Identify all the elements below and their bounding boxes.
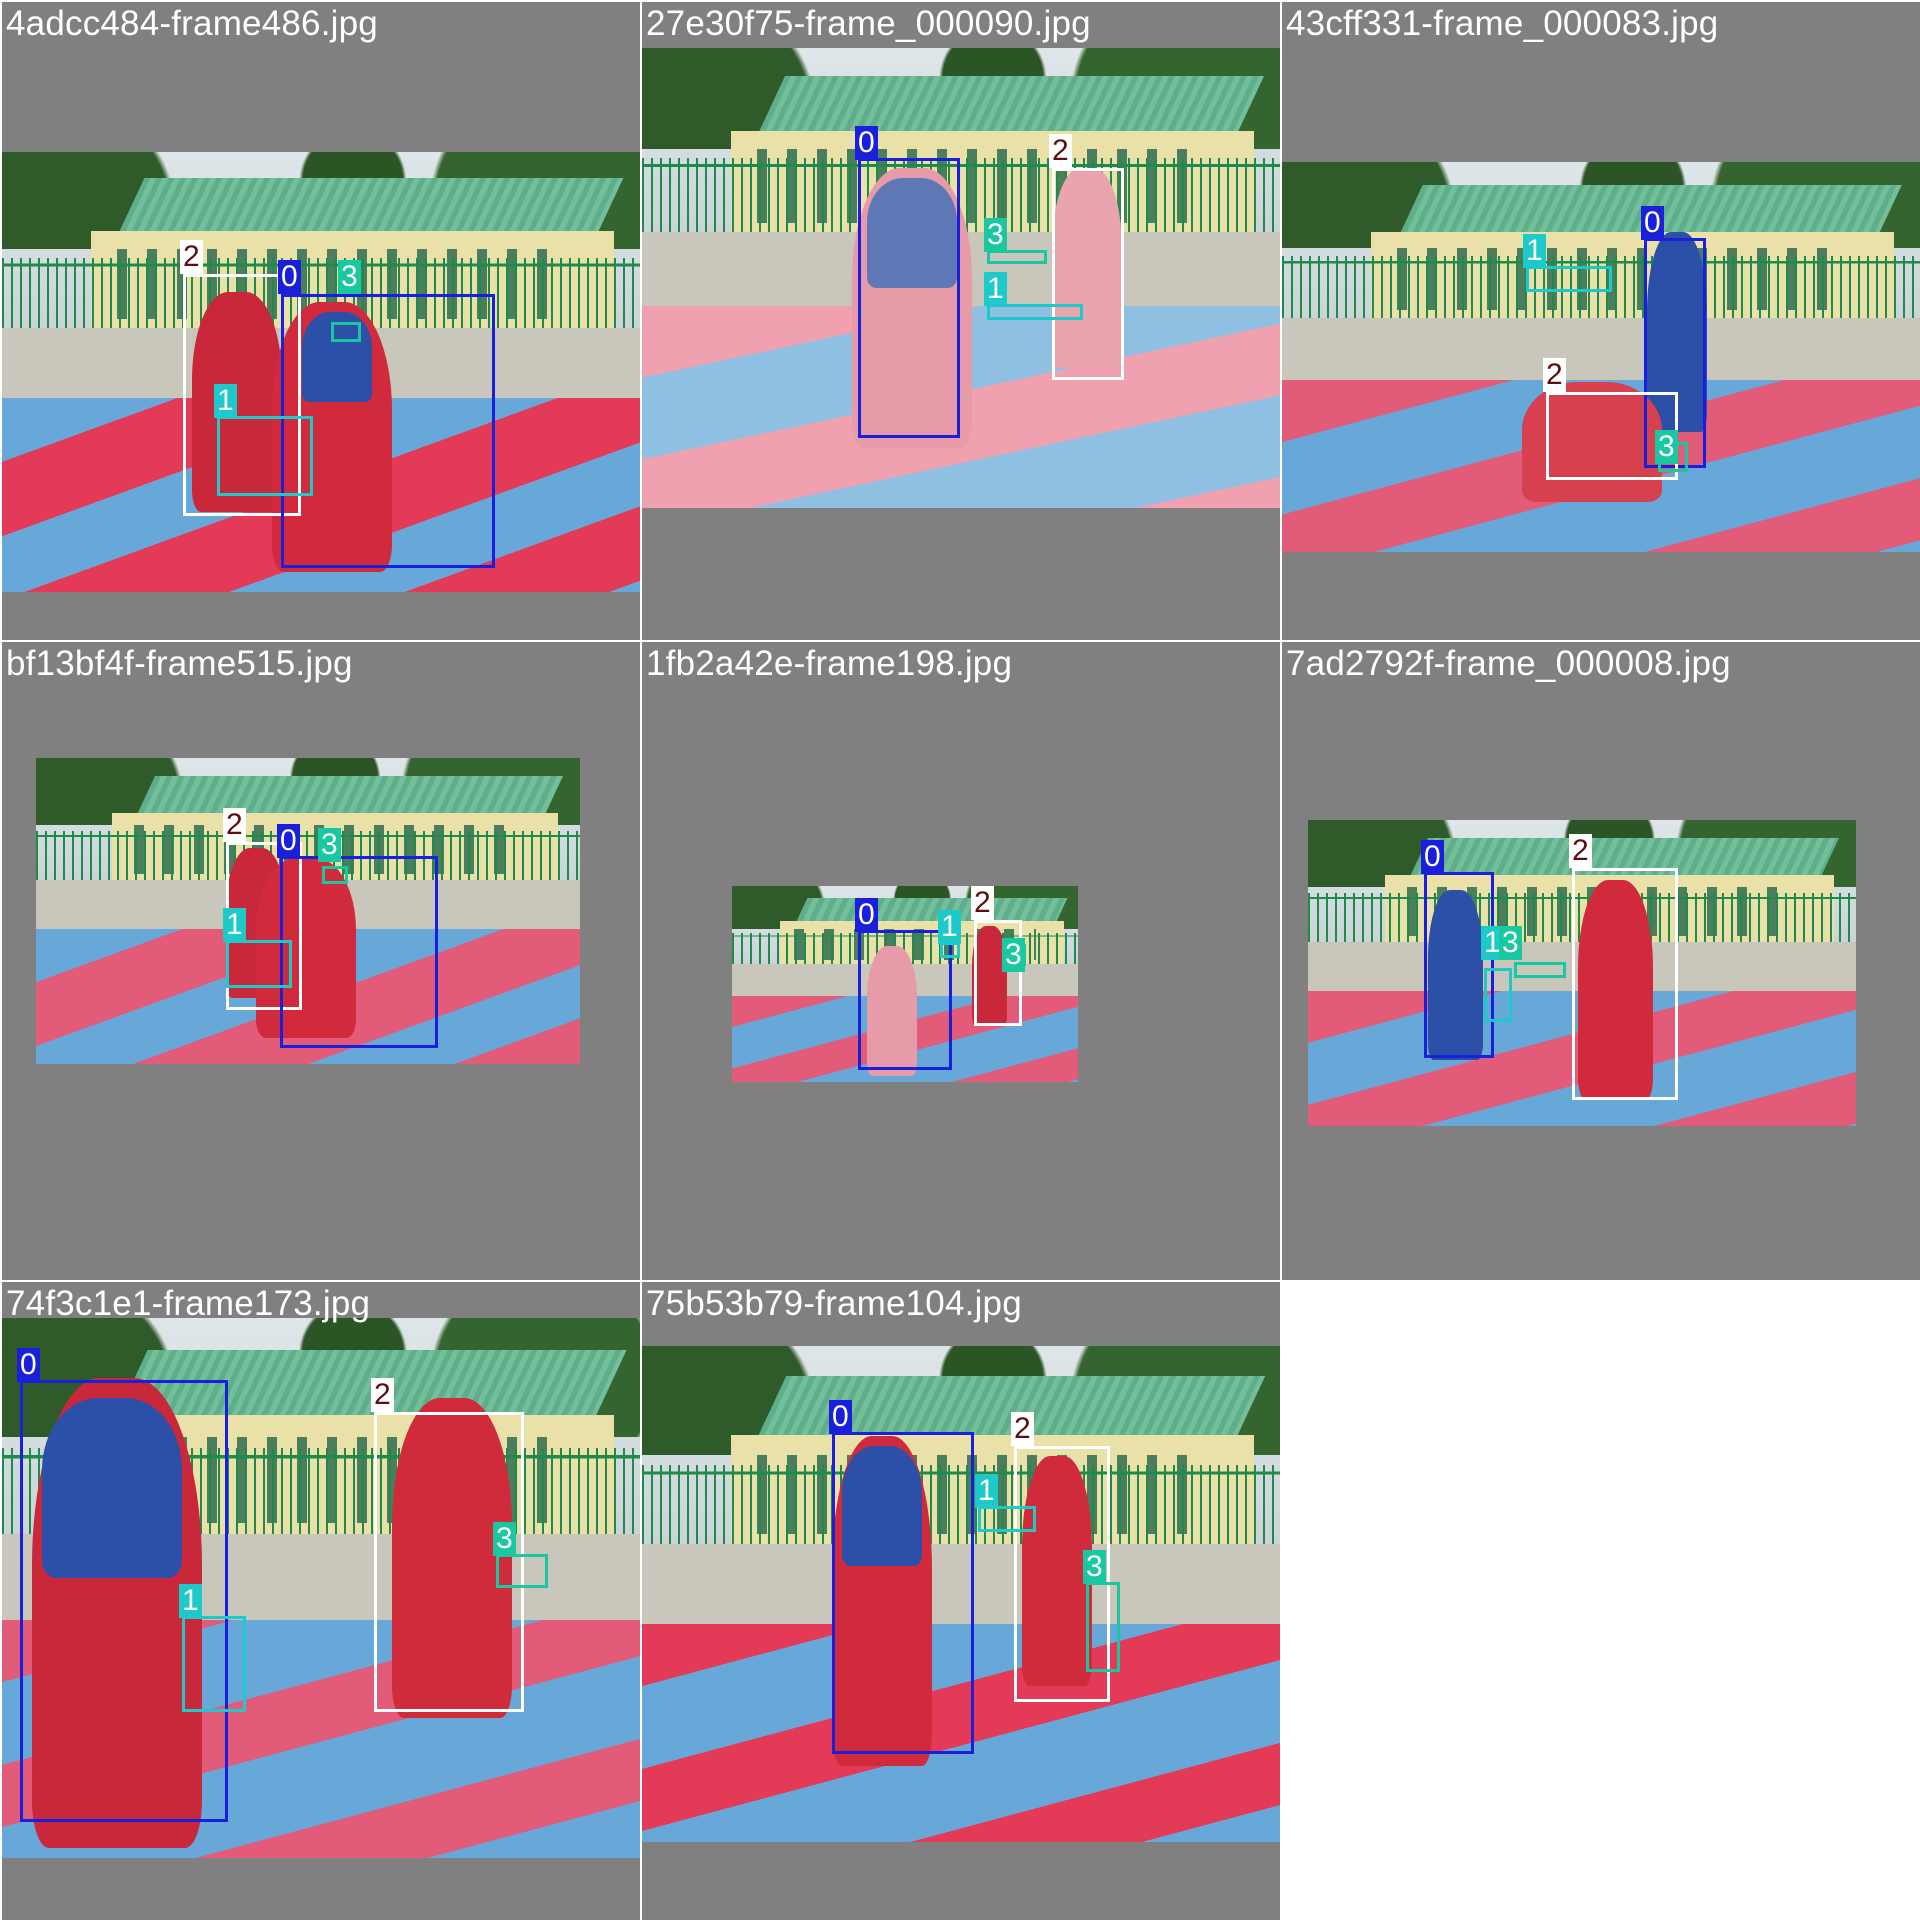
bbox-label-3: 3 — [1002, 938, 1025, 972]
bbox-label-0: 0 — [1421, 840, 1444, 874]
bbox-class-3 — [496, 1554, 548, 1588]
bbox-class-1 — [987, 304, 1083, 320]
bbox-label-0: 0 — [1641, 206, 1664, 240]
bbox-class-0 — [1424, 872, 1494, 1058]
bbox-label-2: 2 — [1569, 834, 1592, 868]
bbox-label-2: 2 — [1011, 1412, 1034, 1446]
tile-photo — [2, 152, 640, 592]
bbox-class-3 — [1086, 1582, 1120, 1672]
mosaic-tile-4: bf13bf4f-frame515.jpg 2 0 3 1 — [2, 642, 640, 1280]
bbox-label-3: 3 — [1655, 430, 1678, 464]
mosaic-tile-6: 7ad2792f-frame_000008.jpg 0 2 1 3 — [1282, 642, 1920, 1280]
bbox-label-1: 1 — [214, 384, 237, 418]
bbox-label-0: 0 — [829, 1400, 852, 1434]
bbox-label-1: 1 — [223, 908, 246, 942]
bbox-label-0: 0 — [855, 126, 878, 160]
mosaic-tile-2: 27e30f75-frame_000090.jpg 0 2 3 1 — [642, 2, 1280, 640]
bbox-class-2 — [183, 274, 301, 516]
mosaic-tile-7: 74f3c1e1-frame173.jpg 0 2 3 1 — [2, 1282, 640, 1920]
bbox-label-2: 2 — [1543, 358, 1566, 392]
bbox-class-3 — [1514, 962, 1566, 978]
bbox-class-2 — [1052, 168, 1124, 380]
bbox-class-2 — [1014, 1446, 1110, 1702]
bbox-label-1: 1 — [975, 1474, 998, 1508]
bbox-class-1 — [217, 416, 313, 496]
bbox-class-2 — [1572, 868, 1678, 1100]
tile-filename: 75b53b79-frame104.jpg — [646, 1284, 1022, 1323]
bbox-label-2: 2 — [1049, 134, 1072, 168]
bbox-label-3: 3 — [318, 828, 341, 862]
bbox-class-1 — [978, 1506, 1036, 1532]
tile-filename: 1fb2a42e-frame198.jpg — [646, 644, 1013, 683]
bbox-class-1 — [1526, 266, 1612, 292]
tile-photo — [1308, 820, 1856, 1126]
mosaic-tile-5: 1fb2a42e-frame198.jpg 0 1 2 3 — [642, 642, 1280, 1280]
mosaic-tile-8: 75b53b79-frame104.jpg 0 2 1 3 — [642, 1282, 1280, 1920]
bbox-class-0 — [832, 1432, 974, 1754]
bbox-class-3 — [987, 250, 1047, 264]
bbox-class-0 — [280, 856, 438, 1048]
bbox-class-0 — [20, 1380, 228, 1822]
bbox-label-3: 3 — [1499, 926, 1522, 960]
bbox-label-3: 3 — [338, 260, 361, 294]
tile-photo — [642, 1346, 1280, 1842]
tile-filename: 74f3c1e1-frame173.jpg — [6, 1284, 371, 1323]
bbox-label-0: 0 — [17, 1348, 40, 1382]
bbox-label-2: 2 — [180, 240, 203, 274]
bbox-label-2: 2 — [971, 886, 994, 920]
bbox-class-1 — [182, 1616, 246, 1712]
bbox-label-3: 3 — [1083, 1550, 1106, 1584]
tile-filename: 27e30f75-frame_000090.jpg — [646, 4, 1091, 43]
tile-photo — [1282, 162, 1920, 552]
bbox-label-2: 2 — [371, 1378, 394, 1412]
tile-photo — [642, 48, 1280, 508]
bbox-class-1 — [226, 940, 292, 988]
bbox-label-0: 0 — [277, 824, 300, 858]
bbox-label-1: 1 — [984, 272, 1007, 306]
bbox-label-1: 1 — [938, 910, 961, 944]
tile-filename: 4adcc484-frame486.jpg — [6, 4, 378, 43]
bbox-label-3: 3 — [984, 218, 1007, 252]
bbox-label-1: 1 — [179, 1584, 202, 1618]
bbox-class-1 — [940, 942, 960, 958]
bbox-label-2: 2 — [223, 808, 246, 842]
bbox-label-1: 1 — [1481, 926, 1504, 960]
bbox-label-0: 0 — [855, 898, 878, 932]
bbox-class-3 — [331, 322, 361, 342]
bbox-class-0 — [281, 294, 495, 568]
bbox-class-2 — [374, 1412, 524, 1712]
bbox-class-0 — [858, 930, 952, 1070]
mosaic-tile-1: 4adcc484-frame486.jpg 2 0 3 1 — [2, 2, 640, 640]
tile-filename: 43cff331-frame_000083.jpg — [1286, 4, 1719, 43]
bbox-class-0 — [858, 158, 960, 438]
tile-filename: bf13bf4f-frame515.jpg — [6, 644, 353, 683]
bbox-class-1 — [1484, 968, 1512, 1022]
bbox-class-2 — [974, 920, 1022, 1026]
mosaic-tile-3: 43cff331-frame_000083.jpg 0 1 2 3 — [1282, 2, 1920, 640]
bbox-label-0: 0 — [278, 260, 301, 294]
bbox-class-3 — [322, 866, 348, 884]
tile-filename: 7ad2792f-frame_000008.jpg — [1286, 644, 1731, 683]
tile-photo — [2, 1318, 640, 1858]
bbox-label-3: 3 — [493, 1522, 516, 1556]
bbox-label-1: 1 — [1523, 234, 1546, 268]
